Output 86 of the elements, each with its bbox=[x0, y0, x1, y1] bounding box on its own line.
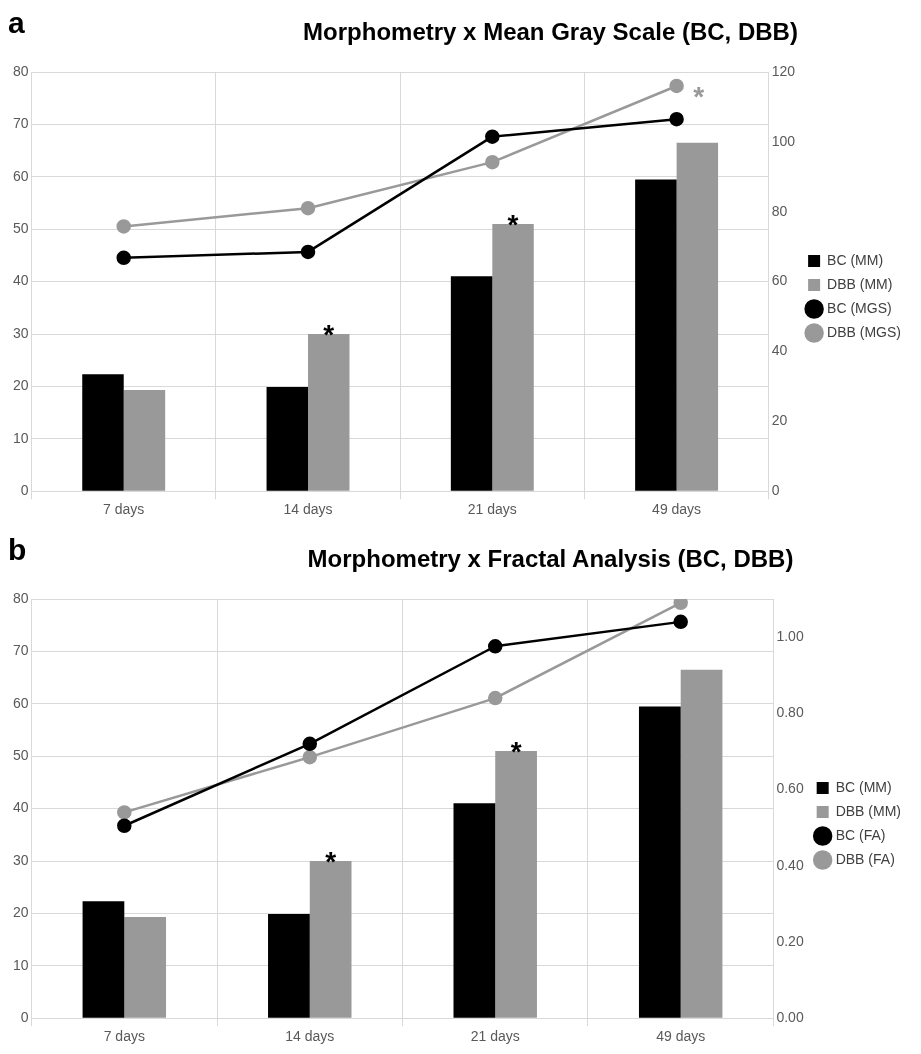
y2-tick-label: 0.60 bbox=[776, 780, 804, 797]
legend-label: BC (MGS) bbox=[827, 299, 892, 316]
y-tick-label: 80 bbox=[12, 589, 29, 606]
y2-tick-label: 0 bbox=[771, 482, 780, 499]
y-tick-label: 20 bbox=[12, 377, 29, 394]
x-tick-label: 21 days bbox=[470, 1028, 520, 1045]
annotation: * bbox=[507, 208, 519, 240]
x-tick-label: 49 days bbox=[652, 501, 702, 518]
point bbox=[487, 639, 503, 654]
y-tick-label: 70 bbox=[12, 115, 29, 132]
y2-tick-label: 0.20 bbox=[776, 932, 804, 949]
chart-title: Morphometry x Mean Gray Scale (BC, DBB) bbox=[302, 18, 799, 46]
point bbox=[117, 805, 132, 820]
y-tick-label: 30 bbox=[12, 324, 29, 341]
y2-tick-label: 0.80 bbox=[776, 704, 804, 721]
point bbox=[669, 78, 684, 94]
legend-label: BC (MM) bbox=[835, 778, 892, 795]
annotation: * bbox=[510, 735, 522, 767]
annotation: * bbox=[325, 846, 337, 877]
bar bbox=[308, 334, 350, 491]
legend-label: DBB (FA) bbox=[835, 850, 895, 867]
point bbox=[302, 749, 318, 765]
bar bbox=[680, 669, 723, 1018]
x-tick-label: 7 days bbox=[103, 501, 145, 518]
bar bbox=[82, 901, 125, 1018]
x-tick-label: 7 days bbox=[103, 1028, 145, 1045]
point bbox=[300, 200, 316, 216]
y-tick-label: 50 bbox=[12, 747, 29, 764]
x-tick-label: 14 days bbox=[285, 1028, 335, 1045]
x-tick-label: 49 days bbox=[656, 1028, 706, 1045]
y2-tick-label: 0.40 bbox=[776, 856, 804, 873]
legend-label: BC (FA) bbox=[835, 826, 886, 843]
point bbox=[116, 219, 131, 234]
point bbox=[117, 818, 132, 833]
bar bbox=[123, 390, 166, 491]
y-tick-label: 20 bbox=[12, 904, 29, 921]
legend-label: DBB (MM) bbox=[827, 275, 893, 292]
text: b bbox=[8, 533, 27, 567]
point bbox=[487, 690, 503, 706]
annotation: * bbox=[323, 319, 335, 350]
annotation: * bbox=[693, 81, 705, 113]
point bbox=[669, 111, 684, 127]
x-tick-label: 21 days bbox=[467, 501, 517, 518]
y-tick-label: 80 bbox=[12, 62, 29, 79]
y2-tick-label: 120 bbox=[771, 62, 796, 79]
y-tick-label: 60 bbox=[12, 694, 29, 711]
bar bbox=[266, 386, 309, 491]
y2-tick-label: 100 bbox=[771, 132, 796, 149]
bar bbox=[450, 276, 493, 491]
y-tick-label: 40 bbox=[12, 799, 29, 816]
y-tick-label: 10 bbox=[12, 429, 29, 446]
y2-tick-label: 0.00 bbox=[776, 1009, 804, 1026]
y2-tick-label: 1.00 bbox=[776, 627, 804, 644]
bar bbox=[309, 861, 352, 1018]
bar bbox=[638, 706, 681, 1018]
bar bbox=[453, 803, 496, 1018]
bar bbox=[676, 142, 719, 491]
y2-tick-label: 80 bbox=[771, 202, 788, 219]
point bbox=[300, 244, 316, 260]
y-tick-label: 10 bbox=[12, 956, 29, 973]
point bbox=[485, 154, 500, 170]
bar bbox=[82, 374, 124, 491]
y2-tick-label: 60 bbox=[771, 272, 788, 289]
point bbox=[116, 250, 131, 266]
point bbox=[673, 599, 688, 611]
legend-label: BC (MM) bbox=[827, 251, 884, 268]
legend-label: DBB (MGS) bbox=[827, 323, 901, 340]
text: a bbox=[8, 6, 25, 40]
y-tick-label: 0 bbox=[20, 1009, 29, 1026]
y-tick-label: 30 bbox=[12, 851, 29, 868]
y-tick-label: 70 bbox=[12, 642, 29, 659]
legend-label: DBB (MM) bbox=[835, 802, 901, 819]
point bbox=[302, 736, 318, 752]
y-tick-label: 40 bbox=[12, 272, 29, 289]
bar bbox=[635, 179, 677, 491]
point bbox=[673, 614, 688, 630]
y-tick-label: 60 bbox=[12, 167, 29, 184]
y-tick-label: 0 bbox=[20, 482, 29, 499]
y2-tick-label: 20 bbox=[771, 412, 788, 429]
y2-tick-label: 40 bbox=[771, 342, 788, 359]
bar bbox=[268, 913, 310, 1018]
chart-title: Morphometry x Fractal Analysis (BC, DBB) bbox=[306, 545, 795, 573]
point bbox=[485, 129, 500, 144]
x-tick-label: 14 days bbox=[283, 501, 333, 518]
y-tick-label: 50 bbox=[12, 220, 29, 237]
bar bbox=[124, 917, 167, 1018]
